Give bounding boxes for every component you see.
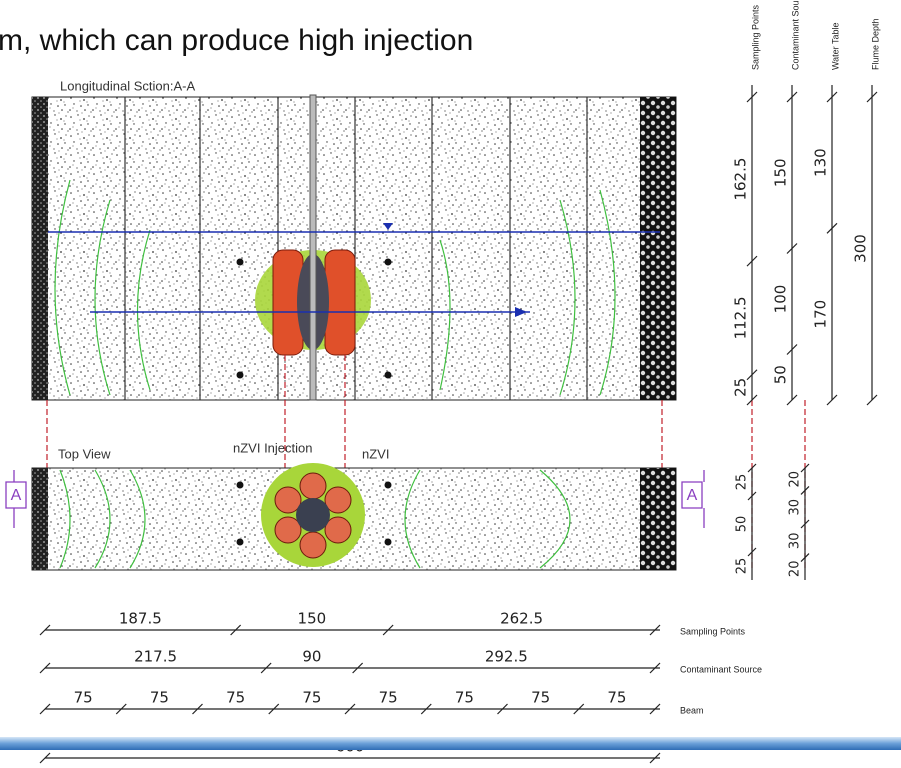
dim-label: 187.5 [119,610,162,628]
section-title: Longitudinal Sction:A-A [60,78,195,93]
dim-name: Flume Depth [870,18,880,70]
page: m, which can produce high injection Long… [0,0,901,768]
dim-label: 30 [788,533,803,550]
top-view [6,463,704,570]
dim-label: 292.5 [485,648,528,666]
dim-label: 75 [302,689,321,707]
dim-label: 217.5 [134,648,177,666]
window-bar [0,737,901,750]
section-mark: A [11,487,22,504]
dim-label: 25 [735,558,750,575]
dim-label: 75 [226,689,245,707]
dim-label: 162.5 [732,158,750,201]
dim-label: 20 [788,471,803,488]
dim-label: 20 [788,561,803,578]
injection-label: nZVI Injection [233,440,313,455]
dim-label: 262.5 [500,610,543,628]
dim-name: Beam [680,705,704,715]
dim-label: 112.5 [732,296,750,339]
dim-name: Water Table [830,22,840,70]
dim-label: 150 [772,158,790,187]
dim-name: Contaminant Source [790,0,800,70]
dim-label: 170 [812,300,830,329]
dim-label: 100 [772,285,790,314]
dim-label: 75 [607,689,626,707]
dim-label: 50 [772,365,790,384]
dim-name: Contaminant Source [680,664,762,674]
dim-label: 150 [298,610,327,628]
dim-label: 75 [150,689,169,707]
dim-label: 50 [735,516,750,533]
dim-label: 75 [74,689,93,707]
dim-label: 90 [302,648,321,666]
dim-name: Sampling Points [750,4,760,70]
dim-label: 25 [732,378,750,397]
side-view [32,95,676,400]
dim-label: 75 [531,689,550,707]
section-mark: A [687,487,698,504]
caption: m, which can produce high injection [0,24,473,57]
dim-label: 130 [812,148,830,177]
dim-label: 75 [379,689,398,707]
nzvi-label: nZVI [362,446,389,461]
top-view-title: Top View [58,446,111,461]
dim-label: 75 [455,689,474,707]
dim-label: 30 [788,499,803,516]
dim-label: 25 [735,474,750,491]
dim-name: Sampling Points [680,626,746,636]
dim-label: 300 [852,234,870,263]
